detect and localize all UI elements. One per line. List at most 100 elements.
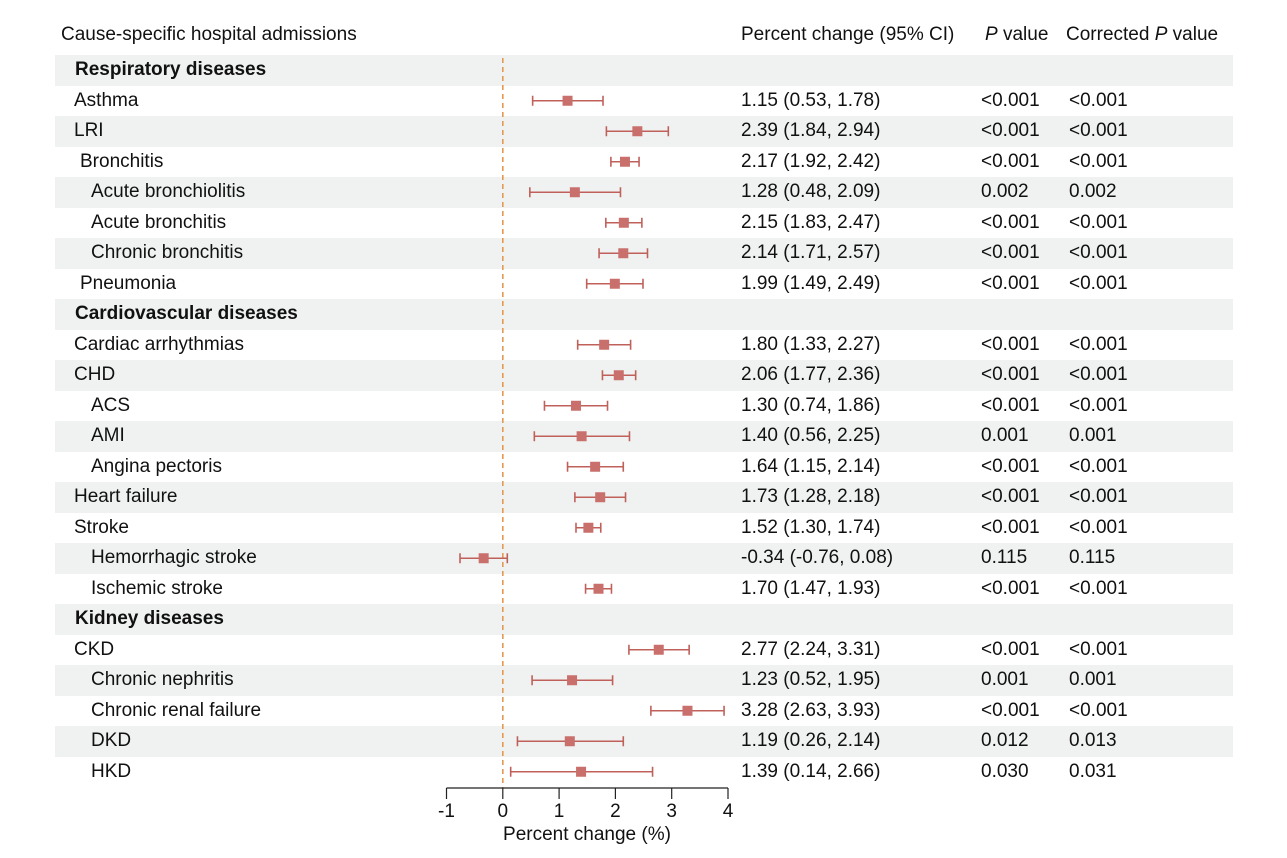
corrected-p-value-cell: <0.001 xyxy=(1069,638,1128,660)
corrected-p-value-cell: <0.001 xyxy=(1069,516,1128,538)
row-label: Stroke xyxy=(74,516,129,538)
row-label: ACS xyxy=(91,394,131,416)
ci-cell: 2.06 (1.77, 2.36) xyxy=(741,364,881,385)
corrected-p-value-cell: 0.001 xyxy=(1069,669,1117,690)
row-label: Hemorrhagic stroke xyxy=(91,547,257,568)
ci-cell: 1.70 (1.47, 1.93) xyxy=(741,577,881,599)
ci-cell: -0.34 (-0.76, 0.08) xyxy=(741,547,894,568)
corrected-p-value-cell: <0.001 xyxy=(1069,699,1128,721)
group-header-row: Respiratory diseases xyxy=(55,55,1233,86)
x-tick-label: -1 xyxy=(438,801,455,822)
table-row: CHD 2.06 (1.77, 2.36) <0.001 <0.001 xyxy=(55,360,1233,391)
table-row: HKD 1.39 (0.14, 2.66) 0.030 0.031 xyxy=(55,757,1233,788)
ci-cell: 1.30 (0.74, 1.86) xyxy=(741,394,881,416)
p-value-cell: 0.001 xyxy=(981,425,1029,446)
table-row: Cardiac arrhythmias 1.80 (1.33, 2.27) <0.0… xyxy=(55,330,1233,361)
p-value-cell: <0.001 xyxy=(981,150,1040,172)
ci-cell: 1.15 (0.53, 1.78) xyxy=(741,89,881,111)
p-value-cell: <0.001 xyxy=(981,394,1040,416)
corrected-p-value-cell: <0.001 xyxy=(1069,486,1128,507)
table-row: Angina pectoris 1.64 (1.15, 2.14) <0.001 <0… xyxy=(55,452,1233,483)
point-estimate xyxy=(569,187,580,198)
row-label: HKD xyxy=(91,760,132,782)
corrected-p-value-cell: 0.001 xyxy=(1069,425,1117,446)
row-label: Pneumonia xyxy=(80,272,177,294)
table-row: DKD 1.19 (0.26, 2.14) 0.012 0.013 xyxy=(55,726,1233,757)
x-tick-label: 1 xyxy=(554,801,565,822)
corrected-p-value-cell: <0.001 xyxy=(1069,272,1128,294)
corrected-p-value-cell: <0.001 xyxy=(1069,364,1128,385)
table-row: Bronchitis 2.17 (1.92, 2.42) <0.001 <0.001 xyxy=(55,147,1233,178)
point-estimate xyxy=(632,126,643,137)
p-value-cell: <0.001 xyxy=(981,89,1040,111)
ci-cell: 2.39 (1.84, 2.94) xyxy=(741,120,881,141)
p-value-cell: <0.001 xyxy=(981,486,1040,507)
corrected-p-value-cell: <0.001 xyxy=(1069,150,1128,172)
header-estimate: Percent change (95% CI) xyxy=(741,24,955,45)
p-value-cell: <0.001 xyxy=(981,242,1040,263)
x-axis-label: Percent change (%) xyxy=(503,824,671,845)
corrected-p-value-cell: <0.001 xyxy=(1069,89,1128,111)
corrected-p-value-cell: <0.001 xyxy=(1069,211,1128,233)
corrected-p-value-cell: <0.001 xyxy=(1069,120,1128,141)
row-label: CKD xyxy=(74,638,115,660)
point-estimate xyxy=(609,278,620,289)
ci-cell: 1.64 (1.15, 2.14) xyxy=(741,455,881,477)
group-header-row: Cardiovascular diseases xyxy=(55,299,1233,330)
corrected-p-value-cell: 0.031 xyxy=(1069,760,1117,782)
row-label: DKD xyxy=(91,730,132,751)
point-estimate xyxy=(682,705,693,716)
row-label: Asthma xyxy=(74,89,139,111)
table-row: AMI 1.40 (0.56, 2.25) 0.001 0.001 xyxy=(55,421,1233,452)
corrected-p-value-cell: <0.001 xyxy=(1069,242,1128,263)
p-value-cell: 0.115 xyxy=(981,547,1028,568)
p-value-cell: 0.001 xyxy=(981,669,1029,690)
table-row: Asthma 1.15 (0.53, 1.78) <0.001 <0.001 xyxy=(55,86,1233,117)
row-label: Chronic bronchitis xyxy=(91,242,244,263)
row-label: Angina pectoris xyxy=(91,455,222,477)
ci-cell: 2.14 (1.71, 2.57) xyxy=(741,242,881,263)
table-row: CKD 2.77 (2.24, 3.31) <0.001 <0.001 xyxy=(55,635,1233,666)
point-estimate xyxy=(583,522,594,533)
point-estimate xyxy=(599,339,610,350)
point-estimate xyxy=(564,736,575,747)
point-estimate xyxy=(576,766,587,777)
corrected-p-value-cell: <0.001 xyxy=(1069,394,1128,416)
ci-cell: 1.28 (0.48, 2.09) xyxy=(741,181,881,202)
table-row: Stroke 1.52 (1.30, 1.74) <0.001 <0.001 xyxy=(55,513,1233,544)
corrected-p-value-cell: 0.002 xyxy=(1069,181,1117,202)
ci-cell: 3.28 (2.63, 3.93) xyxy=(741,699,881,721)
header-corrected-p-value: Corrected P value xyxy=(1066,24,1219,45)
point-estimate xyxy=(562,95,573,106)
row-label: Acute bronchiolitis xyxy=(91,181,246,202)
p-value-cell: <0.001 xyxy=(981,638,1040,660)
table-row: Chronic nephritis 1.23 (0.52, 1.95) 0.001 0… xyxy=(55,665,1233,696)
x-tick-label: 4 xyxy=(723,801,734,822)
corrected-p-value-cell: <0.001 xyxy=(1069,333,1128,355)
point-estimate xyxy=(593,583,604,594)
row-label: Chronic renal failure xyxy=(91,699,262,721)
ci-cell: 1.23 (0.52, 1.95) xyxy=(741,669,881,690)
group-label: Kidney diseases xyxy=(75,608,224,629)
corrected-p-value-cell: 0.013 xyxy=(1069,730,1117,751)
table-row: Chronic renal failure 3.28 (2.63, 3.93) <0… xyxy=(55,696,1233,727)
p-value-cell: <0.001 xyxy=(981,333,1040,355)
ci-cell: 2.17 (1.92, 2.42) xyxy=(741,150,881,172)
group-label: Cardiovascular diseases xyxy=(75,303,298,324)
table-row: Pneumonia 1.99 (1.49, 2.49) <0.001 <0.001 xyxy=(55,269,1233,300)
table-row: Heart failure 1.73 (1.28, 2.18) <0.001 <0.0… xyxy=(55,482,1233,513)
row-label: Heart failure xyxy=(74,486,178,507)
ci-cell: 1.99 (1.49, 2.49) xyxy=(741,272,881,294)
x-tick-label: 0 xyxy=(498,801,509,822)
p-value-cell: 0.030 xyxy=(981,760,1029,782)
point-estimate xyxy=(618,248,629,259)
x-tick-label: 2 xyxy=(610,801,621,822)
corrected-p-value-cell: <0.001 xyxy=(1069,455,1128,477)
table-row: Acute bronchiolitis 1.28 (0.48, 2.09) 0.00… xyxy=(55,177,1233,208)
row-label: Cardiac arrhythmias xyxy=(74,333,244,355)
p-value-cell: <0.001 xyxy=(981,272,1040,294)
header-p-value: P value xyxy=(985,24,1049,45)
p-value-cell: <0.001 xyxy=(981,455,1040,477)
x-tick-label: 3 xyxy=(666,801,677,822)
table-row: Ischemic stroke 1.70 (1.47, 1.93) <0.001 <0… xyxy=(55,574,1233,605)
